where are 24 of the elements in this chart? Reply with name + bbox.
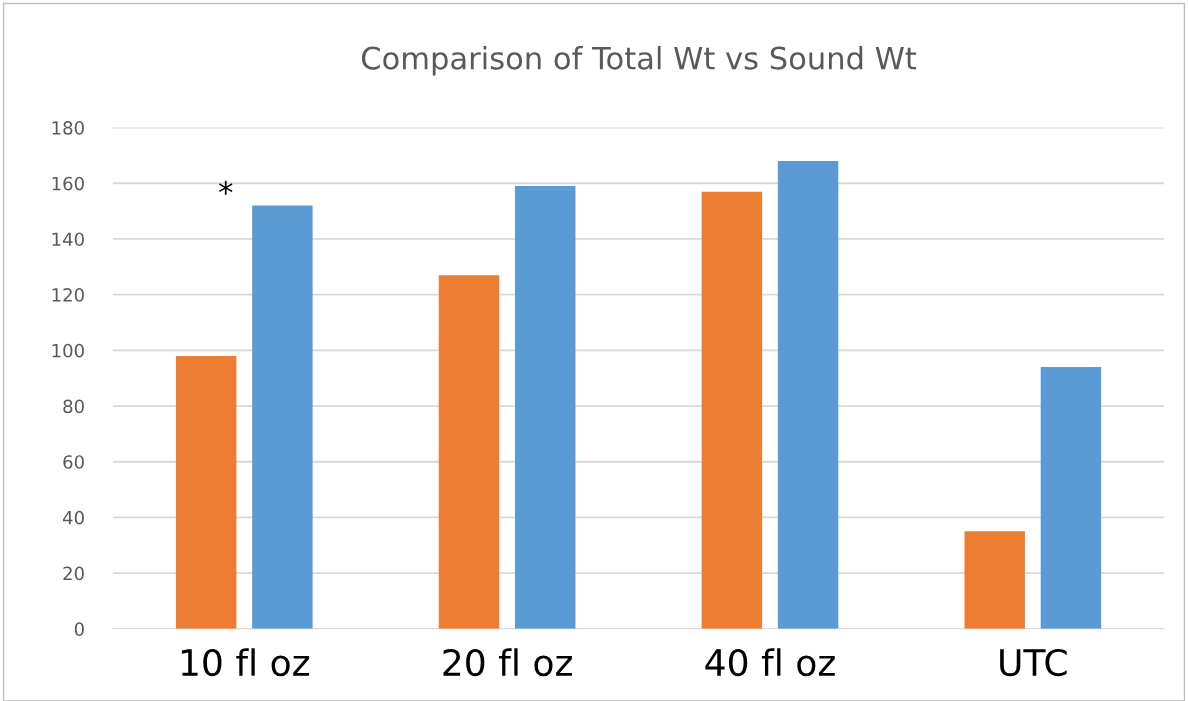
y-tick-label: 60 bbox=[63, 455, 84, 469]
y-tick-label: 180 bbox=[52, 121, 84, 135]
x-tick-label: 40 fl oz bbox=[705, 648, 835, 677]
y-tick-label: 20 bbox=[63, 566, 84, 581]
y-tick-label: 100 bbox=[52, 343, 84, 358]
x-tick-label: 10 fl oz bbox=[181, 648, 310, 677]
y-tick-label: 0 bbox=[74, 622, 84, 636]
bar bbox=[701, 191, 763, 629]
chart-title: Comparison of Total Wt vs Sound Wt bbox=[361, 46, 917, 76]
x-tick-label: UTC bbox=[1000, 648, 1067, 677]
bar bbox=[964, 531, 1025, 629]
bar bbox=[1040, 367, 1102, 629]
bar bbox=[438, 275, 500, 629]
bar bbox=[777, 161, 839, 629]
y-tick-label: 40 bbox=[62, 510, 84, 525]
y-tick-label: 80 bbox=[63, 399, 84, 414]
y-tick-label: 140 bbox=[52, 232, 84, 247]
bar bbox=[515, 186, 576, 629]
y-tick-label: 160 bbox=[52, 176, 84, 191]
bar bbox=[175, 355, 237, 629]
y-tick-label: 120 bbox=[52, 288, 84, 302]
bar bbox=[252, 205, 313, 629]
annotation: * bbox=[218, 180, 233, 195]
x-tick-label: 20 fl oz bbox=[443, 648, 572, 677]
